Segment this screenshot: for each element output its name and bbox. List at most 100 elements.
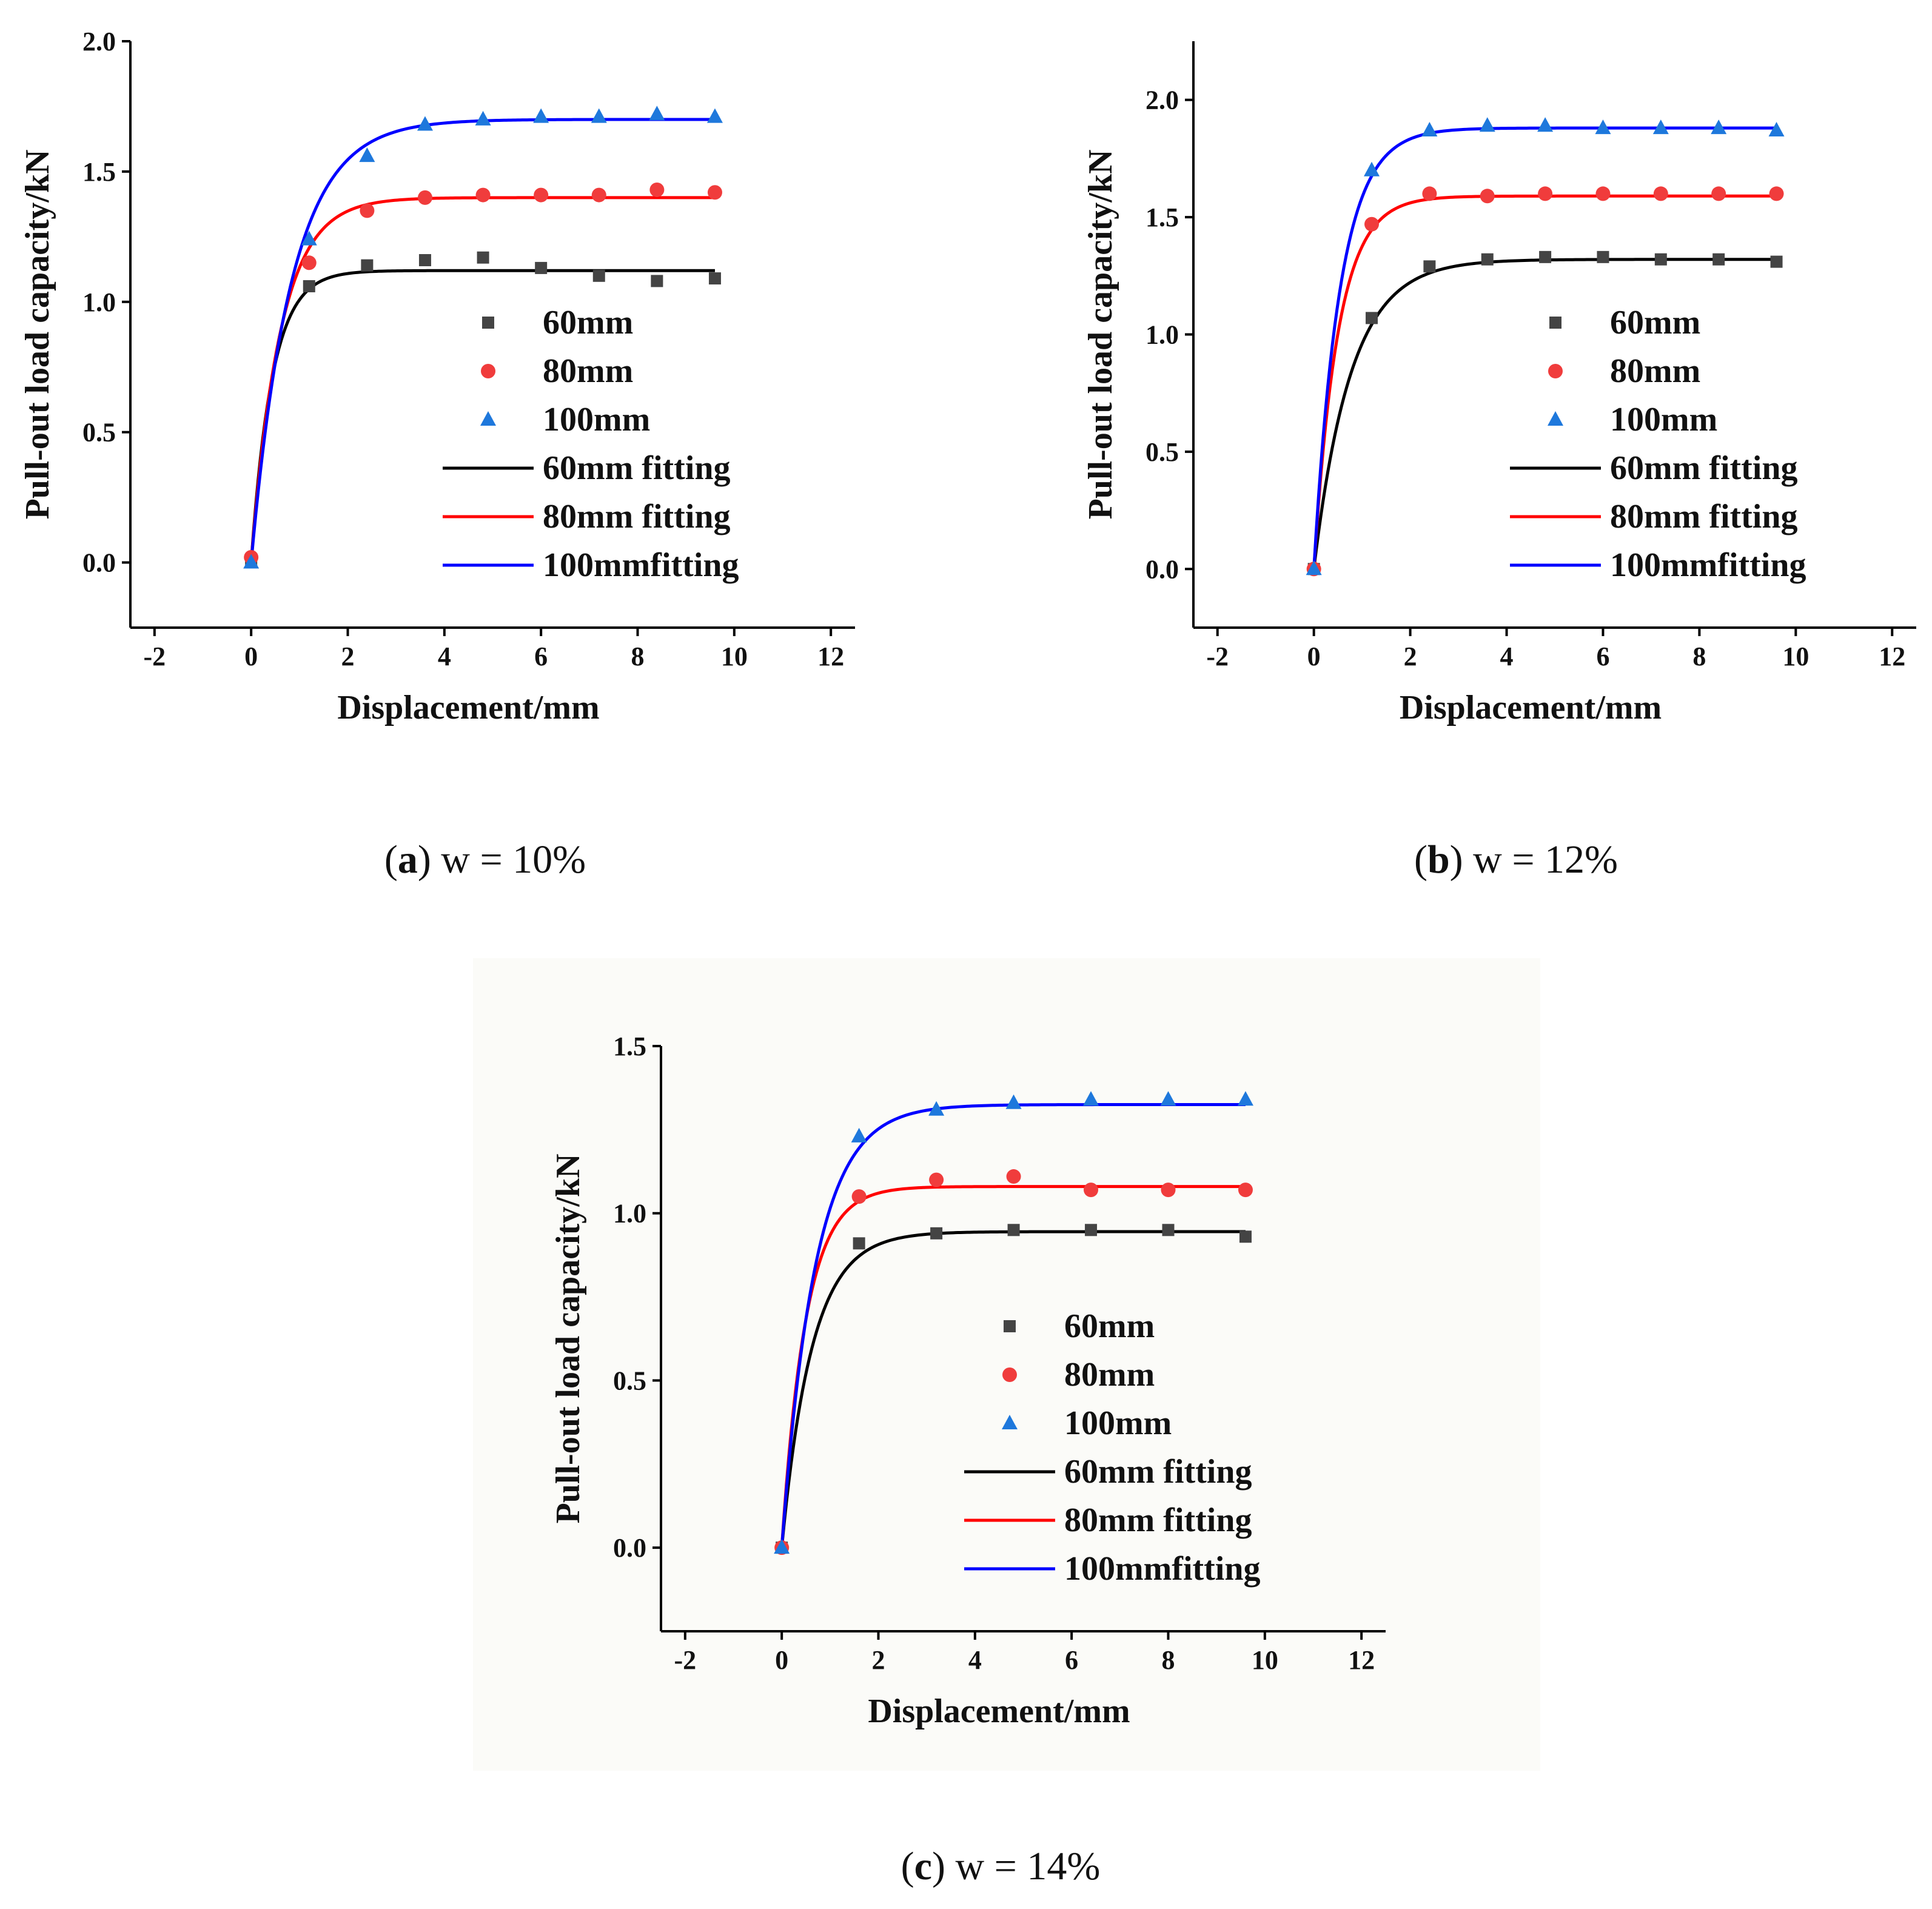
- caption-a-letter: a: [397, 837, 418, 882]
- b-y-tick-label: 0.0: [1145, 554, 1179, 584]
- b-point-100mm: [1306, 560, 1322, 575]
- a-x-tick-label: 2: [341, 642, 355, 671]
- c-x-tick-label: 8: [1162, 1645, 1175, 1675]
- a-point-80mm: [301, 255, 317, 270]
- b-legend-symbol-2: [1548, 411, 1563, 426]
- c-legend-symbol-2: [1002, 1415, 1018, 1429]
- a-legend-symbol-0: [482, 317, 494, 329]
- a-y-tick-label: 1.5: [82, 157, 116, 187]
- a-point-80mm: [417, 190, 432, 205]
- b-point-60mm: [1712, 253, 1725, 266]
- a-point-60mm: [535, 261, 548, 274]
- a-point-100mm: [591, 108, 607, 123]
- a-fit-line-0: [249, 269, 715, 563]
- b-point-60mm: [1770, 255, 1783, 268]
- b-x-tick-label: 2: [1404, 642, 1417, 671]
- b-point-60mm: [1481, 253, 1494, 266]
- b-point-60mm: [1423, 260, 1436, 273]
- a-point-60mm: [477, 251, 489, 264]
- c-legend-label-4: 80mm fitting: [1064, 1501, 1252, 1539]
- b-y-tick-label: 2.0: [1145, 86, 1179, 115]
- b-point-80mm: [1595, 186, 1611, 201]
- c-point-80mm: [929, 1172, 944, 1187]
- a-y-axis-title: Pull-out load capacity/kN: [19, 150, 56, 520]
- chart-b: -2 0 2 4 6 8 10 12 0.0 0.5 1.0 1.5 2.0 Displacement/m…: [1082, 41, 1916, 726]
- a-point-100mm: [533, 108, 549, 123]
- c-point-100mm: [1160, 1091, 1176, 1106]
- c-x-axis-title: Displacement/mm: [868, 1693, 1130, 1730]
- a-point-60mm: [708, 272, 721, 285]
- a-point-60mm: [361, 259, 374, 272]
- a-y-tick-label: 0.5: [82, 418, 116, 448]
- a-point-80mm: [591, 187, 606, 203]
- a-legend-label-0: 60mm: [543, 304, 633, 341]
- a-x-tick-label: 12: [817, 642, 844, 671]
- caption-b-text: w = 12%: [1463, 837, 1618, 882]
- c-legend-symbol-0: [1004, 1320, 1016, 1332]
- chart-a: -2 0 2 4 6 8 10 12 0.0 0.5 1.0 1.5 2.0 Displacement/m…: [19, 27, 855, 726]
- c-legend-label-3: 60mm fitting: [1064, 1453, 1252, 1491]
- b-point-100mm: [1768, 121, 1785, 136]
- a-point-100mm: [706, 108, 723, 123]
- a-legend-symbol-2: [480, 411, 496, 426]
- c-x-tick-label: 2: [872, 1645, 885, 1675]
- a-x-axis-title: Displacement/mm: [337, 689, 599, 726]
- c-point-100mm: [1237, 1091, 1253, 1106]
- b-point-80mm: [1538, 186, 1553, 201]
- b-point-100mm: [1652, 119, 1669, 135]
- b-point-60mm: [1597, 250, 1609, 263]
- b-legend-label-5: 100mmfitting: [1610, 546, 1806, 584]
- caption-b: (b) w = 12%: [1414, 837, 1618, 882]
- c-x-tick-label: 6: [1065, 1645, 1078, 1675]
- b-x-tick-label: -2: [1206, 642, 1229, 671]
- b-y-tick-label: 1.5: [1145, 203, 1179, 232]
- c-point-100mm: [928, 1101, 945, 1116]
- b-legend-label-1: 80mm: [1610, 352, 1700, 390]
- a-legend-label-1: 80mm: [543, 352, 633, 390]
- a-x-tick-label: 4: [438, 642, 451, 671]
- chart-panel-b: -2 0 2 4 6 8 10 12 0.0 0.5 1.0 1.5 2.0 Displacement/m…: [1055, 0, 1928, 764]
- c-y-tick-label: 0.5: [613, 1366, 646, 1395]
- c-point-80mm: [1238, 1183, 1253, 1198]
- b-legend-label-4: 80mm fitting: [1610, 498, 1798, 535]
- c-point-60mm: [853, 1237, 865, 1250]
- c-point-60mm: [1162, 1224, 1175, 1236]
- a-point-60mm: [418, 254, 431, 267]
- c-legend-label-2: 100mm: [1064, 1404, 1172, 1442]
- c-point-100mm: [1005, 1094, 1022, 1109]
- b-x-tick-label: 8: [1692, 642, 1706, 671]
- b-point-80mm: [1364, 216, 1380, 232]
- a-point-80mm: [534, 187, 549, 203]
- caption-c-text: w = 14%: [945, 1844, 1101, 1888]
- c-y-tick-label: 1.0: [613, 1199, 646, 1229]
- c-x-tick-label: 10: [1252, 1645, 1278, 1675]
- chart-c: -2 0 2 4 6 8 10 12 0.0 0.5 1.0 1.5 Displacement/mm Pu…: [549, 1032, 1386, 1730]
- chart-panel-c: -2 0 2 4 6 8 10 12 0.0 0.5 1.0 1.5 Displacement/mm Pu…: [473, 958, 1540, 1771]
- b-legend-label-2: 100mm: [1610, 401, 1717, 438]
- c-fit-line-1: [780, 1185, 1246, 1548]
- c-x-tick-label: -2: [674, 1645, 697, 1675]
- a-y-tick-label: 0.0: [82, 548, 116, 578]
- a-point-100mm: [243, 554, 260, 569]
- b-point-60mm: [1654, 253, 1667, 266]
- c-point-80mm: [1006, 1169, 1021, 1184]
- a-fit-line-2: [249, 118, 715, 563]
- a-x-tick-label: -2: [144, 642, 166, 671]
- a-y-tick-label: 2.0: [82, 27, 116, 56]
- b-point-80mm: [1711, 186, 1726, 201]
- a-x-tick-label: 0: [244, 642, 258, 671]
- a-x-tick-label: 8: [631, 642, 645, 671]
- c-point-60mm: [1085, 1224, 1098, 1236]
- b-y-tick-label: 1.0: [1145, 320, 1179, 350]
- b-point-80mm: [1422, 186, 1437, 201]
- c-point-100mm: [851, 1127, 867, 1142]
- c-point-60mm: [930, 1227, 943, 1240]
- c-point-80mm: [1161, 1183, 1176, 1198]
- a-point-100mm: [417, 116, 433, 131]
- b-x-tick-label: 10: [1782, 642, 1809, 671]
- c-fit-line-0: [780, 1230, 1246, 1548]
- a-point-100mm: [359, 147, 375, 163]
- b-x-tick-label: 12: [1879, 642, 1905, 671]
- b-legend-label-0: 60mm: [1610, 304, 1700, 341]
- c-point-80mm: [1084, 1183, 1099, 1198]
